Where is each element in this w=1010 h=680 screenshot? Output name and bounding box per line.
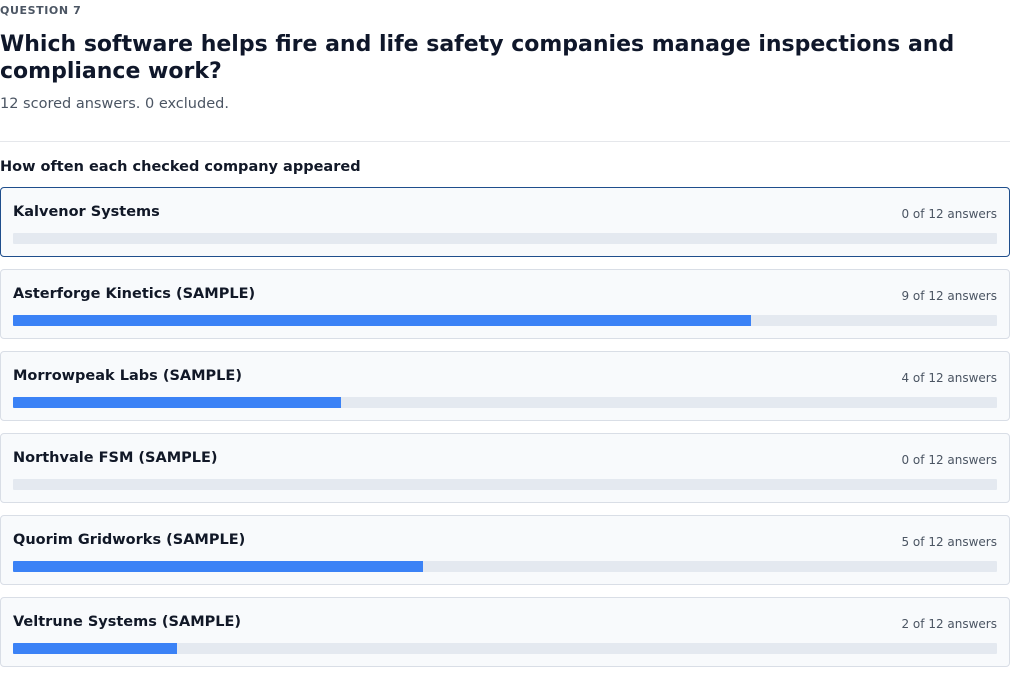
- question-title: Which software helps fire and life safet…: [0, 32, 955, 84]
- frequency-bar-track: [13, 315, 997, 326]
- divider: [0, 141, 1010, 142]
- company-name: Kalvenor Systems: [13, 204, 160, 220]
- question-eyebrow: QUESTION 7: [0, 4, 82, 17]
- answer-count: 2 of 12 answers: [901, 617, 997, 631]
- answer-count: 9 of 12 answers: [901, 289, 997, 303]
- company-name: Quorim Gridworks (SAMPLE): [13, 532, 246, 548]
- frequency-bar-fill: [13, 561, 423, 572]
- frequency-bar-track: [13, 233, 997, 244]
- frequency-bar-fill: [13, 643, 177, 654]
- answer-count: 0 of 12 answers: [901, 453, 997, 467]
- company-list: Kalvenor Systems 0 of 12 answers Asterfo…: [0, 187, 1010, 679]
- company-card[interactable]: Morrowpeak Labs (SAMPLE) 4 of 12 answers: [0, 351, 1010, 421]
- company-name: Morrowpeak Labs (SAMPLE): [13, 368, 242, 384]
- company-card[interactable]: Quorim Gridworks (SAMPLE) 5 of 12 answer…: [0, 515, 1010, 585]
- answers-summary: 12 scored answers. 0 excluded.: [0, 96, 229, 112]
- answer-count: 5 of 12 answers: [901, 535, 997, 549]
- company-card[interactable]: Asterforge Kinetics (SAMPLE) 9 of 12 ans…: [0, 269, 1010, 339]
- frequency-bar-fill: [13, 397, 341, 408]
- frequency-bar-track: [13, 397, 997, 408]
- frequency-bar-fill: [13, 315, 751, 326]
- company-name: Asterforge Kinetics (SAMPLE): [13, 286, 256, 302]
- section-heading: How often each checked company appeared: [0, 159, 361, 175]
- frequency-bar-track: [13, 643, 997, 654]
- answer-count: 0 of 12 answers: [901, 207, 997, 221]
- frequency-bar-track: [13, 479, 997, 490]
- company-card[interactable]: Kalvenor Systems 0 of 12 answers: [0, 187, 1010, 257]
- company-name: Northvale FSM (SAMPLE): [13, 450, 218, 466]
- frequency-bar-track: [13, 561, 997, 572]
- company-name: Veltrune Systems (SAMPLE): [13, 614, 242, 630]
- company-card[interactable]: Veltrune Systems (SAMPLE) 2 of 12 answer…: [0, 597, 1010, 667]
- company-card[interactable]: Northvale FSM (SAMPLE) 0 of 12 answers: [0, 433, 1010, 503]
- answer-count: 4 of 12 answers: [901, 371, 997, 385]
